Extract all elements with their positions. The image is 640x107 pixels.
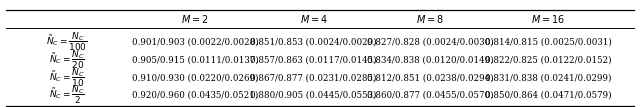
Text: $\tilde{N}_C = \dfrac{N_C}{2}$: $\tilde{N}_C = \dfrac{N_C}{2}$ (49, 84, 85, 106)
Text: 0.822/0.825 (0.0122/0.0152): 0.822/0.825 (0.0122/0.0152) (485, 55, 612, 64)
Text: 0.905/0.915 (0.0111/0.0137): 0.905/0.915 (0.0111/0.0137) (132, 55, 259, 64)
Text: $M = 2$: $M = 2$ (181, 13, 209, 25)
Text: 0.901/0.903 (0.0022/0.0028): 0.901/0.903 (0.0022/0.0028) (132, 38, 259, 47)
Text: $\tilde{N}_C = \dfrac{N_C}{20}$: $\tilde{N}_C = \dfrac{N_C}{20}$ (49, 49, 85, 71)
Text: 0.834/0.838 (0.0120/0.0149): 0.834/0.838 (0.0120/0.0149) (367, 55, 493, 64)
Text: 0.920/0.960 (0.0435/0.0521): 0.920/0.960 (0.0435/0.0521) (132, 91, 259, 100)
Text: 0.860/0.877 (0.0455/0.0570): 0.860/0.877 (0.0455/0.0570) (367, 91, 493, 100)
Text: $\tilde{N}_C = \dfrac{N_C}{10}$: $\tilde{N}_C = \dfrac{N_C}{10}$ (49, 66, 85, 89)
Text: 0.850/0.864 (0.0471/0.0579): 0.850/0.864 (0.0471/0.0579) (485, 91, 612, 100)
Text: 0.827/0.828 (0.0024/0.0030): 0.827/0.828 (0.0024/0.0030) (367, 38, 493, 47)
Text: 0.831/0.838 (0.0241/0.0299): 0.831/0.838 (0.0241/0.0299) (485, 73, 612, 82)
Text: 0.857/0.863 (0.0117/0.0145): 0.857/0.863 (0.0117/0.0145) (250, 55, 377, 64)
Text: 0.910/0.930 (0.0220/0.0269): 0.910/0.930 (0.0220/0.0269) (132, 73, 259, 82)
Text: 0.867/0.877 (0.0231/0.0285): 0.867/0.877 (0.0231/0.0285) (250, 73, 377, 82)
Text: 0.814/0.815 (0.0025/0.0031): 0.814/0.815 (0.0025/0.0031) (485, 38, 612, 47)
Text: 0.812/0.851 (0.0238/0.0294): 0.812/0.851 (0.0238/0.0294) (367, 73, 493, 82)
Text: $M = 16$: $M = 16$ (531, 13, 566, 25)
Text: $M = 4$: $M = 4$ (300, 13, 328, 25)
Text: 0.880/0.905 (0.0445/0.0553): 0.880/0.905 (0.0445/0.0553) (250, 91, 377, 100)
Text: 0.851/0.853 (0.0024/0.0029): 0.851/0.853 (0.0024/0.0029) (250, 38, 377, 47)
Text: $\tilde{N}_C = \dfrac{N_C}{100}$: $\tilde{N}_C = \dfrac{N_C}{100}$ (46, 31, 88, 53)
Text: $M = 8$: $M = 8$ (416, 13, 444, 25)
